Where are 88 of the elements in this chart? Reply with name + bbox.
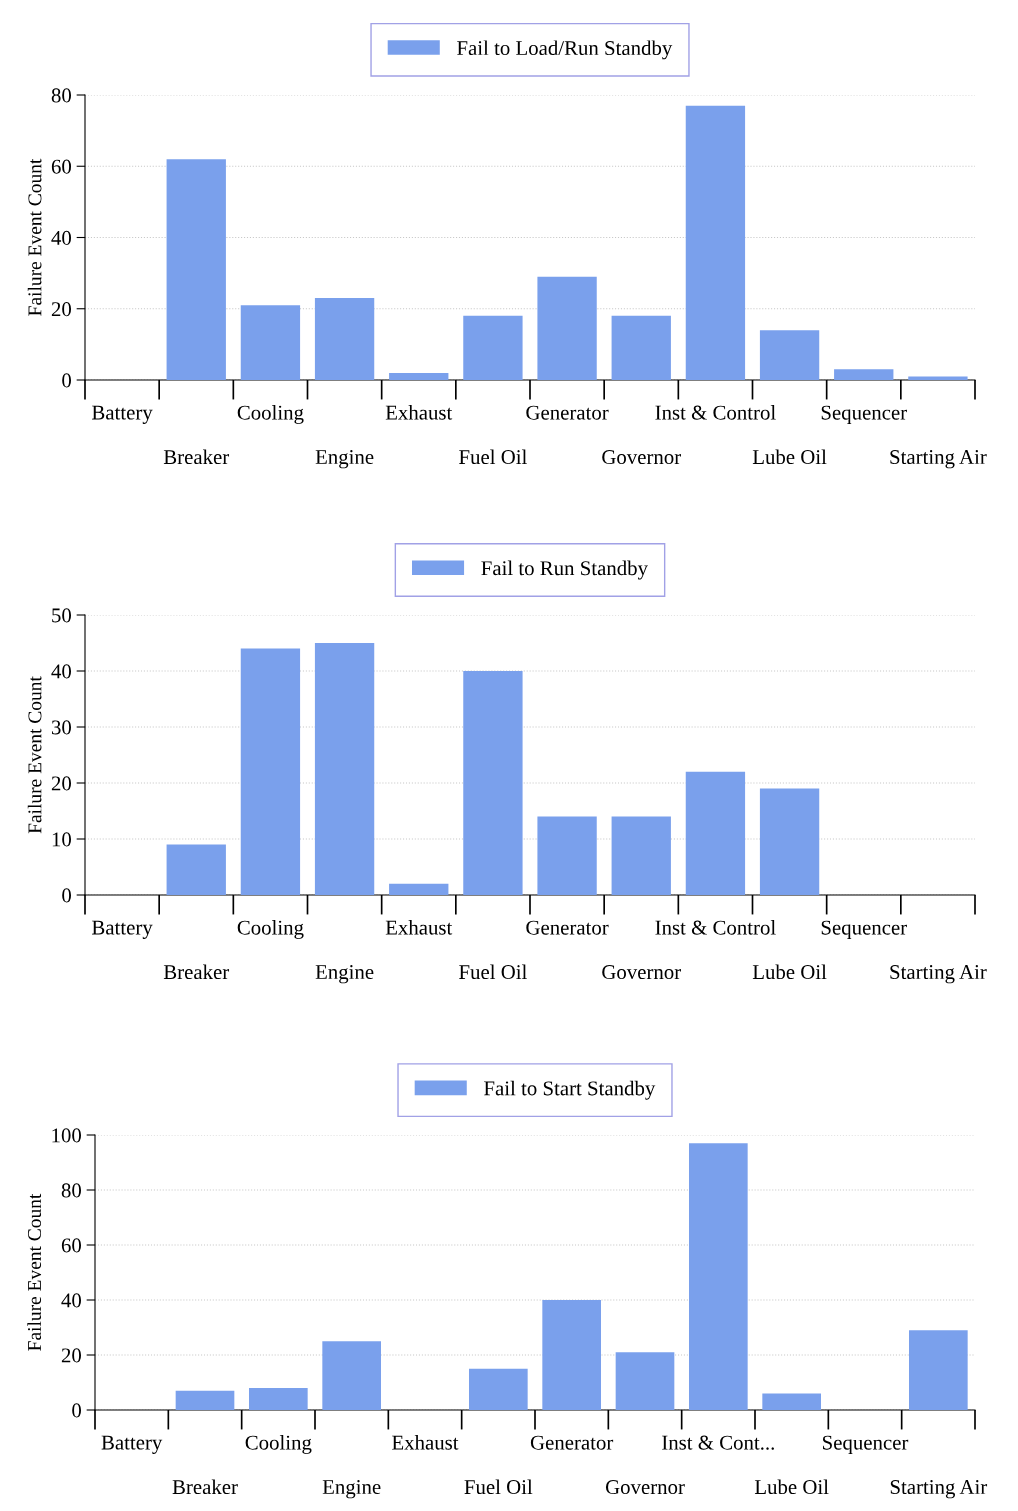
x-tick-label: Sequencer <box>821 405 907 424</box>
x-tick-label: Lube Oil <box>752 964 827 980</box>
x-tick-label: Starting Air <box>890 450 987 469</box>
x-tick-label: Generator <box>526 405 609 420</box>
x-tick-label: Inst & Control <box>655 405 776 420</box>
y-tick-label: 0 <box>62 373 72 388</box>
x-tick-label: Inst & Cont... <box>662 1435 774 1450</box>
bar <box>615 1352 675 1410</box>
x-tick-label: Exhaust <box>385 405 453 420</box>
bar <box>249 1388 308 1410</box>
bar <box>909 1330 968 1410</box>
bar <box>240 648 301 895</box>
x-tick-label: Breaker <box>163 449 230 465</box>
y-tick-label: 0 <box>62 888 72 903</box>
bar <box>166 844 226 895</box>
bar <box>537 276 597 380</box>
y-tick-label: 40 <box>61 1293 82 1308</box>
y-tick-label: 40 <box>51 664 72 679</box>
bar <box>389 372 449 380</box>
bar <box>537 816 597 895</box>
y-tick-label: 80 <box>51 88 72 103</box>
y-tick-label: 20 <box>61 1348 82 1363</box>
bar <box>685 105 746 380</box>
x-tick-label: Starting Air <box>890 965 987 984</box>
bar <box>685 771 746 895</box>
bar <box>762 1393 821 1410</box>
x-tick-label: Engine <box>322 1480 381 1499</box>
bar <box>908 376 968 380</box>
x-tick-label: Governor <box>602 450 681 465</box>
legend-label: Fail to Load/Run Standby <box>457 40 673 60</box>
bar <box>463 315 523 380</box>
bar <box>463 671 523 895</box>
x-tick-label: Governor <box>602 965 681 980</box>
x-tick-label: Sequencer <box>821 920 907 939</box>
y-tick-label: 100 <box>52 1128 82 1143</box>
y-tick-label: 30 <box>51 720 72 735</box>
x-tick-label: Cooling <box>245 1435 312 1454</box>
x-tick-label: Battery <box>92 920 153 939</box>
bar <box>689 1143 748 1410</box>
x-tick-label: Cooling <box>237 405 304 424</box>
x-tick-label: Lube Oil <box>754 1479 829 1495</box>
x-tick-label: Starting Air <box>890 1480 988 1499</box>
y-axis-title: Failure Event Count <box>27 1193 42 1351</box>
x-tick-label: Lube Oil <box>752 449 827 465</box>
bar <box>389 883 449 895</box>
bar <box>240 305 301 380</box>
y-axis-title: Failure Event Count <box>27 158 42 316</box>
bar <box>175 1390 235 1410</box>
x-tick-label: Breaker <box>163 964 230 980</box>
y-tick-label: 20 <box>51 776 72 791</box>
y-tick-label: 0 <box>72 1403 82 1418</box>
y-tick-label: 60 <box>51 159 72 174</box>
bar <box>322 1341 381 1410</box>
bar <box>314 298 375 380</box>
x-tick-label: Cooling <box>237 920 304 939</box>
x-tick-label: Engine <box>315 450 374 469</box>
bar <box>542 1300 601 1410</box>
y-tick-label: 10 <box>52 832 72 847</box>
x-tick-label: Governor <box>605 1480 685 1495</box>
x-tick-label: Generator <box>526 920 609 935</box>
x-tick-label: Exhaust <box>385 920 453 935</box>
x-tick-label: Breaker <box>172 1479 238 1495</box>
y-tick-label: 50 <box>52 608 72 623</box>
x-tick-label: Fuel Oil <box>464 1479 533 1495</box>
bar <box>834 369 894 380</box>
bar <box>611 816 671 895</box>
x-tick-label: Generator <box>530 1435 614 1450</box>
x-tick-label: Fuel Oil <box>459 964 527 980</box>
x-tick-label: Inst & Control <box>655 920 776 935</box>
legend-label: Fail to Run Standby <box>481 560 648 580</box>
y-tick-label: 40 <box>51 230 72 245</box>
x-tick-label: Exhaust <box>392 1435 459 1450</box>
x-tick-label: Battery <box>92 405 153 424</box>
y-tick-label: 20 <box>51 302 72 317</box>
x-tick-label: Sequencer <box>823 1435 909 1454</box>
bar <box>759 788 820 895</box>
y-tick-label: 60 <box>61 1238 82 1253</box>
bar <box>469 1368 528 1410</box>
x-tick-label: Battery <box>101 1435 163 1454</box>
bar <box>759 330 820 380</box>
y-axis-title: Failure Event Count <box>27 676 42 834</box>
legend-label: Fail to Start Standby <box>484 1080 656 1100</box>
x-tick-label: Fuel Oil <box>459 449 527 465</box>
bar <box>314 643 375 895</box>
y-tick-label: 80 <box>61 1183 82 1198</box>
x-tick-label: Engine <box>315 965 374 984</box>
bar <box>611 315 671 380</box>
bar <box>166 159 226 380</box>
